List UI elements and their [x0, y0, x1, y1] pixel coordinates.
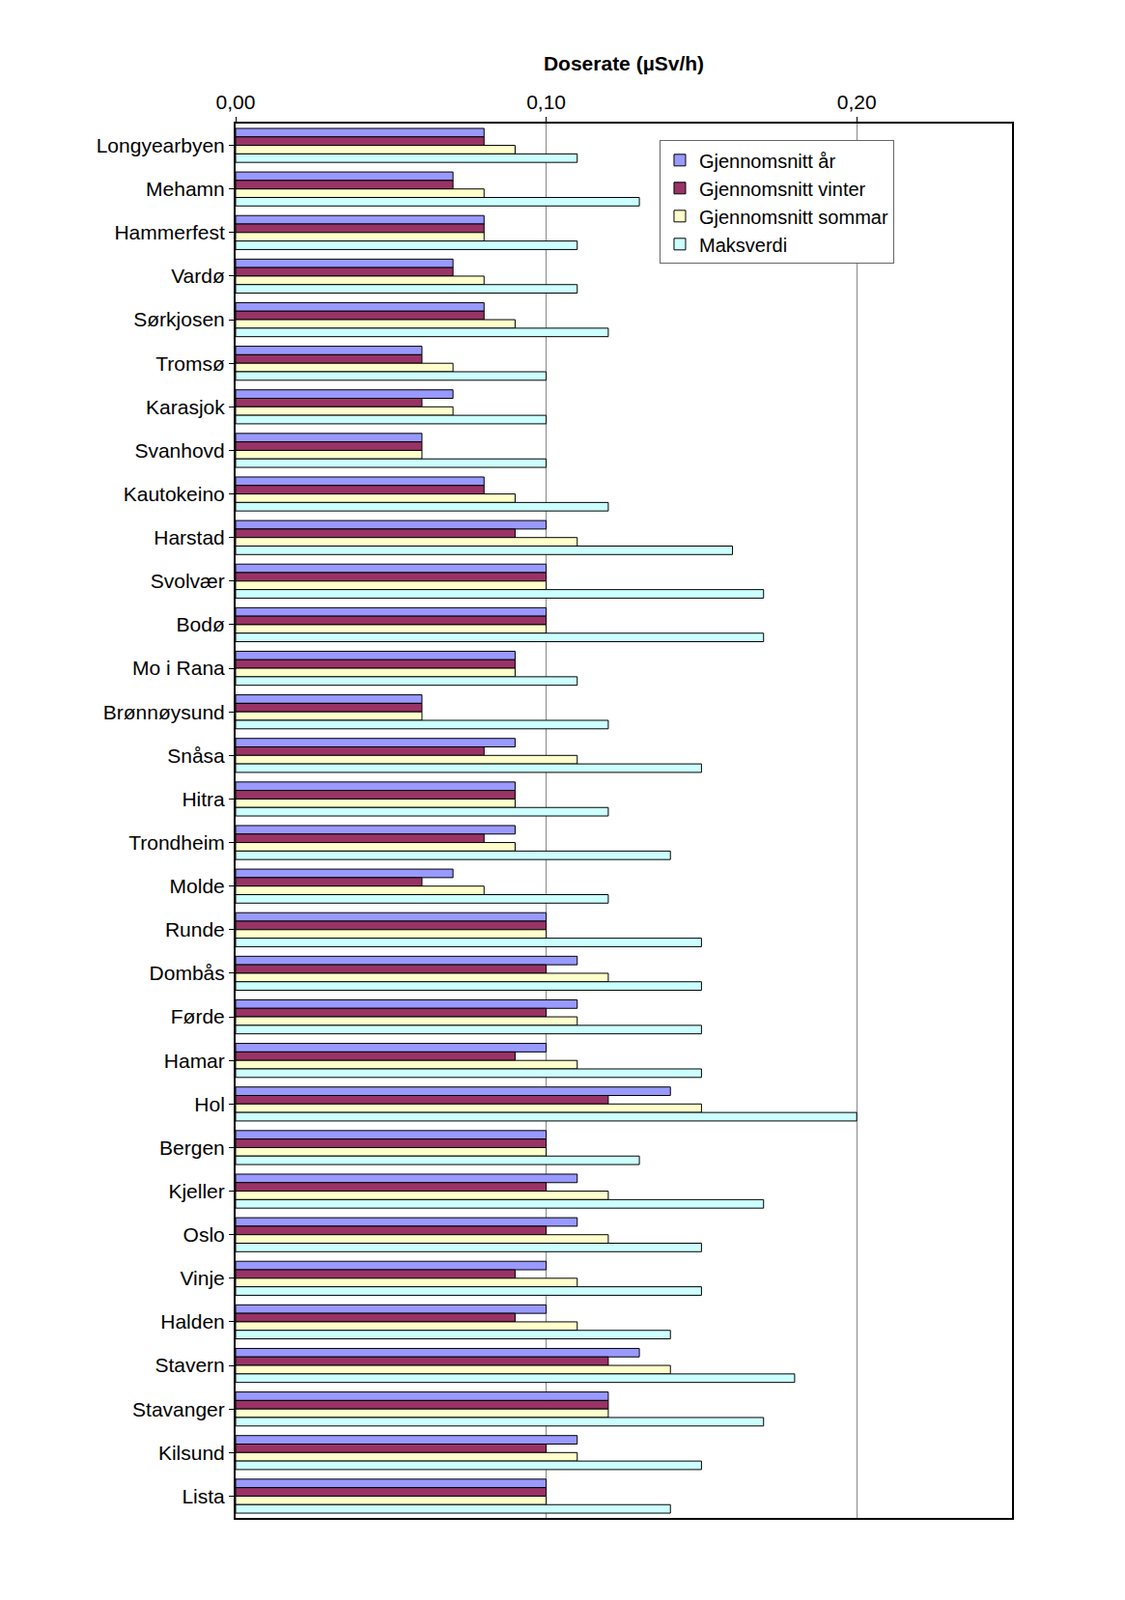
svg-text:Dombås: Dombås: [149, 961, 225, 985]
svg-text:Maksverdi: Maksverdi: [699, 234, 788, 256]
svg-text:Gjennomsnitt vinter: Gjennomsnitt vinter: [699, 178, 867, 200]
svg-text:Sørkjosen: Sørkjosen: [133, 308, 225, 331]
svg-text:Hammerfest: Hammerfest: [113, 221, 225, 244]
svg-text:Hitra: Hitra: [181, 787, 225, 811]
svg-text:0,20: 0,20: [837, 90, 877, 113]
svg-text:Mehamn: Mehamn: [145, 177, 225, 200]
svg-text:Longyearbyen: Longyearbyen: [96, 134, 225, 157]
svg-text:Svanhovd: Svanhovd: [134, 439, 225, 462]
svg-text:Kautokeino: Kautokeino: [123, 482, 225, 506]
svg-text:Halden: Halden: [160, 1310, 225, 1333]
svg-text:Mo i Rana: Mo i Rana: [132, 656, 225, 679]
svg-text:Lista: Lista: [181, 1485, 225, 1508]
svg-text:Karasjok: Karasjok: [145, 395, 225, 419]
svg-text:Trondheim: Trondheim: [128, 831, 225, 854]
svg-text:Bodø: Bodø: [176, 613, 225, 636]
svg-text:Harstad: Harstad: [153, 526, 225, 549]
svg-text:Hol: Hol: [194, 1093, 225, 1116]
svg-text:Bergen: Bergen: [159, 1136, 225, 1159]
svg-text:Stavern: Stavern: [154, 1353, 225, 1377]
svg-text:Gjennomsnitt år: Gjennomsnitt år: [699, 150, 837, 172]
svg-text:Oslo: Oslo: [183, 1223, 225, 1246]
svg-text:Gjennomsnitt sommar: Gjennomsnitt sommar: [699, 206, 889, 228]
svg-text:Vinje: Vinje: [179, 1266, 225, 1290]
svg-text:Snåsa: Snåsa: [167, 744, 225, 767]
svg-text:Molde: Molde: [169, 874, 225, 898]
svg-text:0,00: 0,00: [216, 90, 256, 113]
svg-text:Kjeller: Kjeller: [168, 1180, 225, 1203]
svg-text:Kilsund: Kilsund: [158, 1441, 225, 1464]
svg-text:Hamar: Hamar: [164, 1049, 225, 1072]
svg-text:0,10: 0,10: [526, 90, 566, 113]
svg-text:Runde: Runde: [165, 918, 225, 941]
svg-text:Svolvær: Svolvær: [150, 569, 225, 592]
svg-text:Stavanger: Stavanger: [132, 1398, 225, 1421]
svg-text:Tromsø: Tromsø: [155, 352, 225, 375]
svg-text:Førde: Førde: [170, 1005, 225, 1028]
svg-text:Brønnøysund: Brønnøysund: [103, 701, 225, 724]
svg-text:Vardø: Vardø: [170, 264, 225, 287]
svg-text:Doserate (µSv/h): Doserate (µSv/h): [543, 52, 704, 75]
